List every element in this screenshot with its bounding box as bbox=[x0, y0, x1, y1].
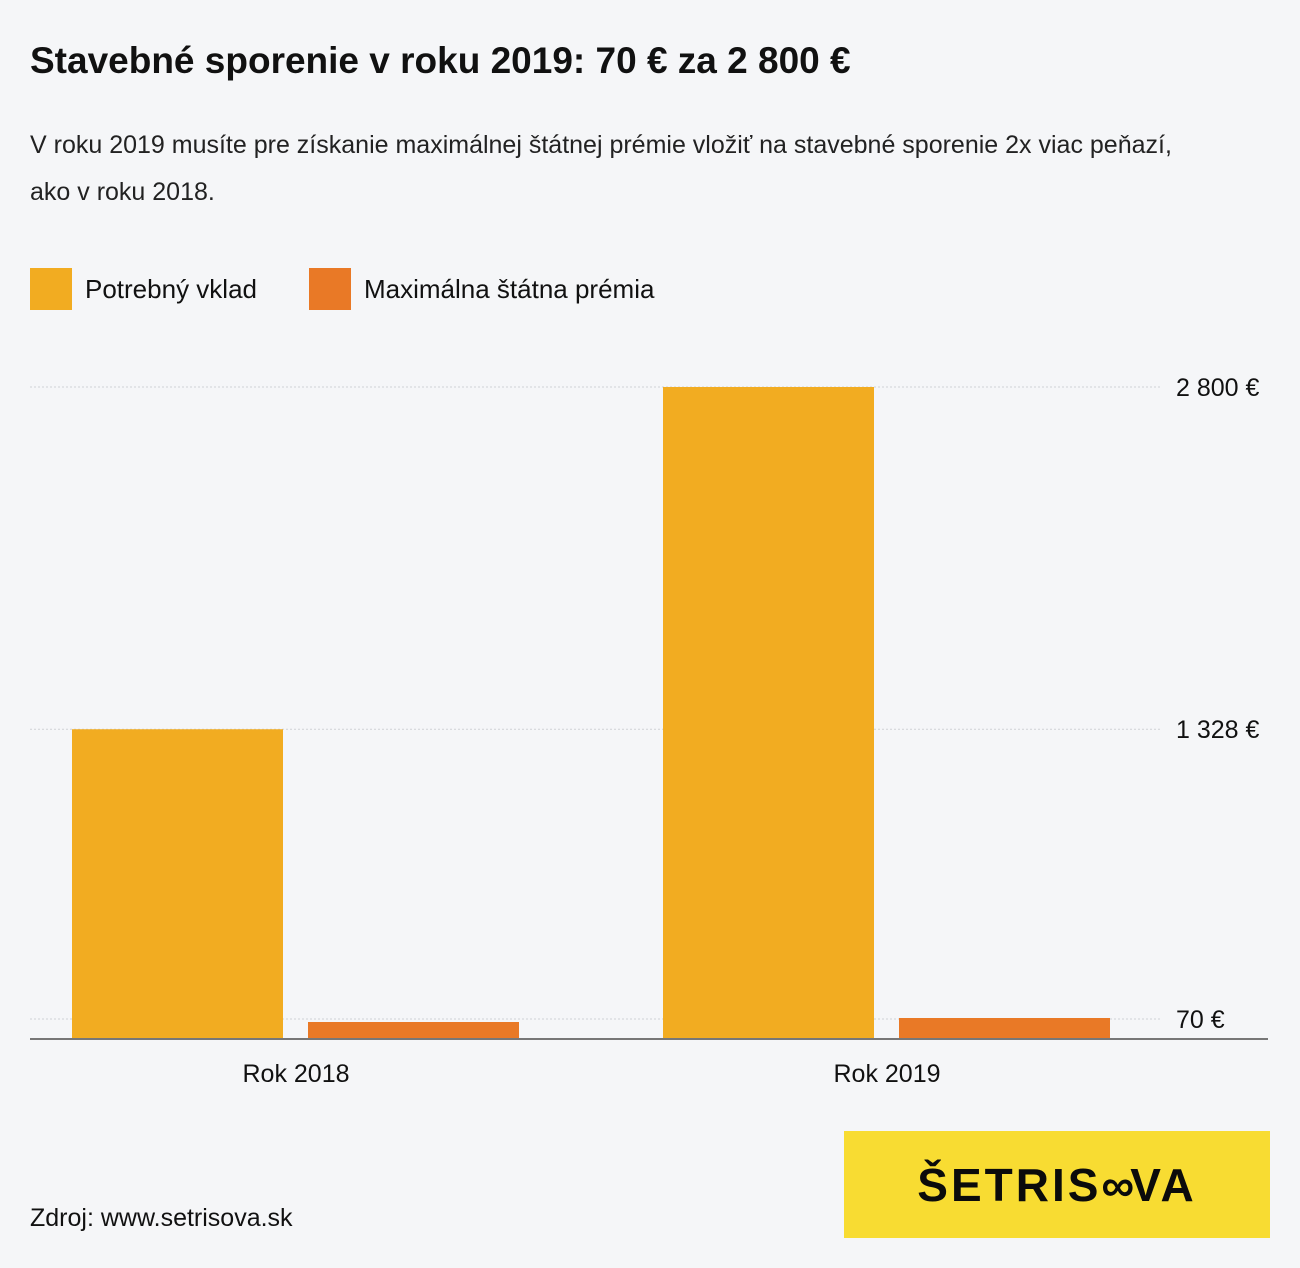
legend-swatch bbox=[308, 268, 351, 310]
legend-item: Potrebný vklad bbox=[30, 268, 257, 310]
legend-label: Potrebný vklad bbox=[85, 273, 257, 304]
legend-swatch bbox=[30, 268, 72, 310]
x-tick-label: Rok 2018 bbox=[242, 1060, 349, 1088]
bar bbox=[899, 1018, 1110, 1038]
legend-item: Maximálna štátna prémia bbox=[308, 268, 655, 310]
y-tick-label: 2 800 € bbox=[1176, 374, 1260, 402]
bar bbox=[663, 387, 874, 1038]
legend-label: Maximálna štátna prémia bbox=[363, 273, 655, 304]
legend: Potrebný vklad Maximálna štátna prémia bbox=[30, 268, 706, 310]
bar bbox=[308, 1022, 519, 1038]
setrisova-logo: ŠETRIS ∞ VA bbox=[844, 1131, 1270, 1238]
source-note: Zdroj: www.setrisova.sk bbox=[30, 1204, 293, 1232]
y-tick-label: 70 € bbox=[1176, 1006, 1225, 1034]
y-tick-label: 1 328 € bbox=[1176, 716, 1260, 744]
chart-subtitle: V roku 2019 musíte pre získanie maximáln… bbox=[30, 131, 1172, 206]
bar bbox=[72, 729, 283, 1038]
x-tick-label: Rok 2019 bbox=[833, 1060, 940, 1088]
chart-title: Stavebné sporenie v roku 2019: 70 € za 2… bbox=[30, 40, 851, 81]
